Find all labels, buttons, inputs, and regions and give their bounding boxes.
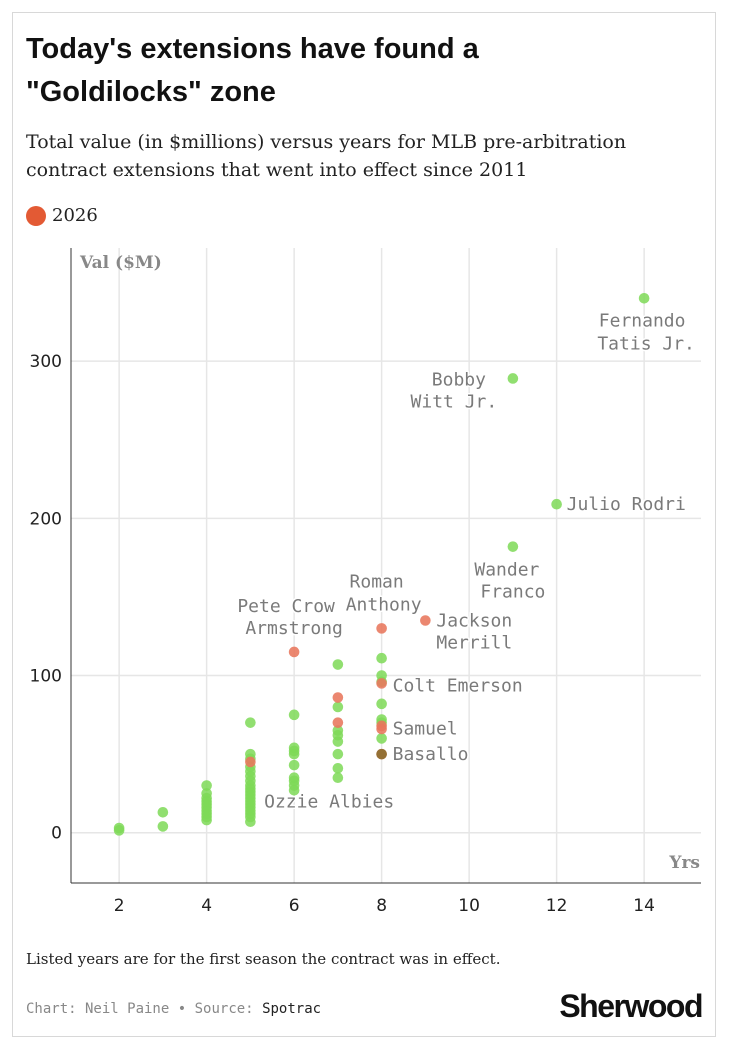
data-point bbox=[551, 498, 562, 510]
data-point bbox=[376, 733, 387, 744]
data-point bbox=[332, 762, 344, 774]
data-point bbox=[288, 709, 300, 721]
data-point bbox=[201, 788, 212, 799]
data-point bbox=[332, 701, 344, 713]
data-point bbox=[507, 373, 519, 384]
data-point-2026 bbox=[288, 646, 300, 658]
data-point bbox=[157, 806, 169, 818]
data-point bbox=[332, 748, 344, 760]
x-axis-label: Yrs bbox=[668, 853, 700, 873]
footnote: Listed years are for the first season th… bbox=[26, 950, 501, 968]
legend-dot-icon bbox=[26, 205, 46, 226]
grid-lines bbox=[71, 248, 701, 883]
y-tick-label: 200 bbox=[30, 509, 62, 529]
credit-author: Chart: Neil Paine bbox=[26, 1001, 170, 1017]
point-annotation: Pete Crow bbox=[237, 596, 335, 617]
chart-subtitle: Total value (in $millions) versus years … bbox=[26, 131, 627, 181]
point-annotation: Basallo bbox=[393, 744, 469, 765]
point-annotation: Roman bbox=[350, 571, 404, 592]
point-annotation: Wander bbox=[474, 560, 539, 581]
point-annotation: Bobby bbox=[432, 369, 486, 390]
data-point-2026 bbox=[332, 717, 344, 728]
point-annotation: Merrill bbox=[436, 633, 512, 654]
legend: 2026 bbox=[26, 205, 98, 226]
data-point-2026 bbox=[376, 720, 387, 732]
brand-logo: Sherwood bbox=[559, 988, 703, 1024]
point-annotation: Witt Jr. bbox=[411, 391, 498, 412]
data-point bbox=[245, 717, 256, 728]
x-tick-label: 10 bbox=[458, 896, 480, 916]
data-point bbox=[157, 821, 169, 832]
x-tick-label: 12 bbox=[546, 896, 568, 916]
data-points bbox=[113, 292, 650, 836]
data-point-2026 bbox=[245, 756, 256, 768]
data-point bbox=[288, 759, 300, 771]
x-tick-label: 6 bbox=[289, 896, 300, 916]
data-point bbox=[332, 659, 344, 670]
credit-line: Chart: Neil Paine • Source: Spotrac bbox=[26, 1001, 321, 1017]
data-point-2026 bbox=[376, 623, 387, 634]
data-point bbox=[638, 292, 650, 304]
point-annotation: Jackson bbox=[436, 611, 512, 632]
data-point bbox=[376, 652, 387, 664]
point-annotation: Tatis Jr. bbox=[597, 333, 695, 354]
point-annotation: Colt Emerson bbox=[393, 675, 523, 696]
data-point bbox=[507, 541, 519, 552]
x-tick-label: 4 bbox=[201, 896, 212, 916]
data-point bbox=[245, 748, 256, 760]
data-point bbox=[201, 780, 212, 791]
point-annotation: Anthony bbox=[346, 594, 422, 615]
data-point bbox=[288, 742, 300, 754]
tick-labels: 2 4 6 8 10 12 14 0 100 200 300 bbox=[30, 352, 655, 916]
data-point bbox=[332, 725, 344, 736]
y-tick-label: 300 bbox=[30, 352, 62, 372]
point-annotation: Franco bbox=[480, 582, 545, 603]
data-point bbox=[288, 772, 300, 783]
y-axis-label: Val ($M) bbox=[79, 253, 162, 273]
credit-bullet: • bbox=[177, 1001, 187, 1017]
data-point bbox=[376, 670, 387, 681]
data-point bbox=[113, 822, 125, 834]
data-point bbox=[332, 772, 344, 783]
data-point-overlap bbox=[376, 748, 387, 760]
x-tick-label: 2 bbox=[114, 896, 125, 916]
source-label: Source: bbox=[194, 1001, 254, 1017]
data-point-2026 bbox=[420, 615, 431, 626]
data-point bbox=[376, 698, 387, 710]
axes: Val ($M) Yrs bbox=[70, 248, 701, 884]
point-annotation: Julio Rodri bbox=[567, 494, 686, 515]
legend-label: 2026 bbox=[52, 205, 98, 226]
data-point-2026 bbox=[376, 678, 387, 689]
y-tick-label: 0 bbox=[51, 824, 62, 844]
point-annotation: Ozzie Albies bbox=[264, 791, 394, 812]
source-name: Spotrac bbox=[262, 1001, 322, 1017]
point-annotation: Armstrong bbox=[245, 618, 343, 639]
x-tick-label: 14 bbox=[633, 896, 655, 916]
x-tick-label: 8 bbox=[376, 896, 387, 916]
chart-card bbox=[12, 12, 716, 1037]
point-annotation: Samuel bbox=[393, 718, 458, 739]
y-tick-label: 100 bbox=[30, 667, 62, 687]
point-annotation: Fernando bbox=[599, 310, 686, 331]
data-point-2026 bbox=[332, 692, 344, 703]
chart-title: Today's extensions have found a "Goldilo… bbox=[26, 33, 479, 108]
